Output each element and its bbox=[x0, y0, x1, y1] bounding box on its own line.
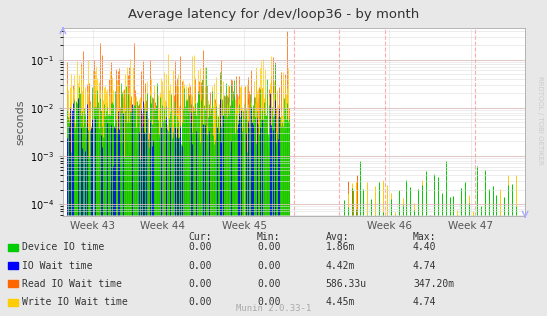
Text: 0.00: 0.00 bbox=[189, 242, 212, 252]
Text: 586.33u: 586.33u bbox=[325, 279, 366, 289]
Text: Write IO Wait time: Write IO Wait time bbox=[22, 297, 127, 307]
Text: 0.00: 0.00 bbox=[189, 297, 212, 307]
Text: 4.40: 4.40 bbox=[413, 242, 437, 252]
Text: 0.00: 0.00 bbox=[257, 279, 281, 289]
Y-axis label: seconds: seconds bbox=[15, 100, 26, 145]
Text: Cur:: Cur: bbox=[189, 232, 212, 242]
Text: 4.45m: 4.45m bbox=[325, 297, 355, 307]
Text: Min:: Min: bbox=[257, 232, 281, 242]
Text: 4.74: 4.74 bbox=[413, 297, 437, 307]
Text: Munin 2.0.33-1: Munin 2.0.33-1 bbox=[236, 304, 311, 313]
Text: 0.00: 0.00 bbox=[189, 279, 212, 289]
Text: Average latency for /dev/loop36 - by month: Average latency for /dev/loop36 - by mon… bbox=[128, 8, 419, 21]
Text: 1.86m: 1.86m bbox=[325, 242, 355, 252]
Text: Max:: Max: bbox=[413, 232, 437, 242]
Text: 0.00: 0.00 bbox=[257, 261, 281, 271]
Text: IO Wait time: IO Wait time bbox=[22, 261, 92, 271]
Text: Read IO Wait time: Read IO Wait time bbox=[22, 279, 122, 289]
Text: 0.00: 0.00 bbox=[189, 261, 212, 271]
Text: 4.74: 4.74 bbox=[413, 261, 437, 271]
Text: 0.00: 0.00 bbox=[257, 297, 281, 307]
Text: 347.20m: 347.20m bbox=[413, 279, 454, 289]
Text: 0.00: 0.00 bbox=[257, 242, 281, 252]
Text: Avg:: Avg: bbox=[325, 232, 349, 242]
Text: RRDTOOL / TOBI OETIKER: RRDTOOL / TOBI OETIKER bbox=[537, 76, 543, 164]
Text: Device IO time: Device IO time bbox=[22, 242, 104, 252]
Text: 4.42m: 4.42m bbox=[325, 261, 355, 271]
